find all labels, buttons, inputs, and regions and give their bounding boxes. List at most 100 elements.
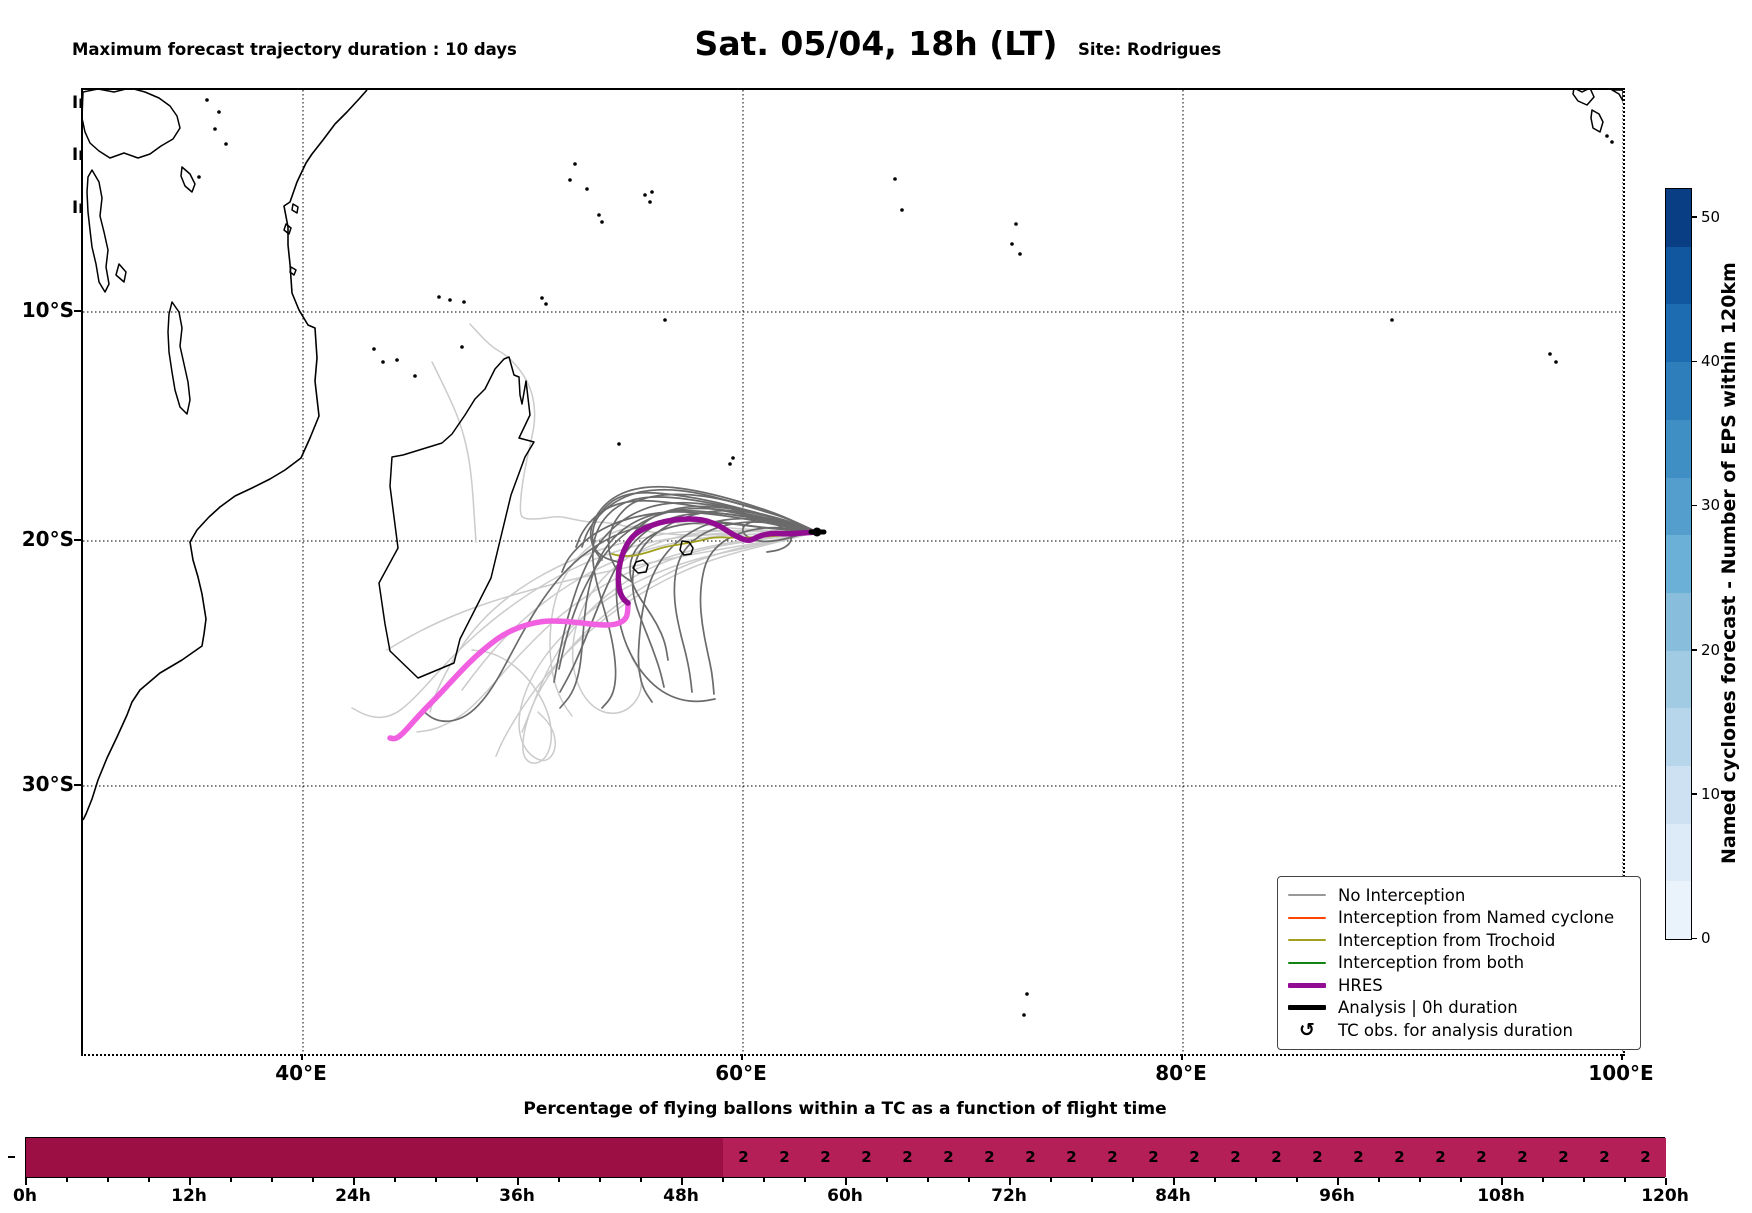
hour-minor-tick	[1214, 1178, 1216, 1182]
bar-bin-value: 2	[1476, 1148, 1487, 1166]
colorbar-tick	[1691, 504, 1697, 507]
colorbar-tick	[1691, 360, 1697, 363]
legend-line-icon	[1288, 982, 1326, 988]
legend-label: Interception from Trochoid	[1338, 930, 1556, 950]
bar-bin-value: 2	[1025, 1148, 1036, 1166]
bar-bin-value: 2	[779, 1148, 790, 1166]
lon-tick	[1621, 1054, 1623, 1060]
hour-minor-tick	[394, 1178, 396, 1182]
colorbar-tick-label: 0	[1701, 929, 1711, 947]
hour-minor-tick	[1378, 1178, 1380, 1182]
hres-tail-track	[387, 600, 631, 742]
hour-minor-tick	[640, 1178, 642, 1182]
map-canvas	[83, 90, 1623, 1054]
legend-item-1: Interception from Named cyclone	[1288, 907, 1630, 930]
hour-label-108h: 108h	[1477, 1186, 1525, 1206]
bar-y-tick	[8, 1156, 15, 1158]
colorbar-tick	[1691, 216, 1697, 218]
bar-bin-value: 2	[738, 1148, 749, 1166]
legend-item-2: Interception from Trochoid	[1288, 929, 1630, 952]
page-title: Sat. 05/04, 18h (LT)	[694, 24, 1058, 63]
max-duration-text: Maximum forecast trajectory duration : 1…	[72, 40, 517, 59]
hour-minor-tick	[1091, 1178, 1093, 1182]
hour-major-tick	[1173, 1178, 1175, 1185]
hour-minor-tick	[927, 1178, 929, 1182]
hour-minor-tick	[599, 1178, 601, 1182]
bar-bin-value: 2	[1271, 1148, 1282, 1166]
tc-obs-rotation-icon: ↺	[1299, 1019, 1315, 1042]
hour-minor-tick	[435, 1178, 437, 1182]
legend-item-4: HRES	[1288, 974, 1630, 997]
hour-minor-tick	[1624, 1178, 1626, 1182]
colorbar-segment	[1666, 477, 1691, 536]
bar-segment-0h-51h	[26, 1138, 723, 1177]
hour-minor-tick	[271, 1178, 273, 1182]
hour-minor-tick	[1050, 1178, 1052, 1182]
hour-major-tick	[1009, 1178, 1011, 1185]
hour-label-12h: 12h	[171, 1186, 207, 1206]
hour-minor-tick	[763, 1178, 765, 1182]
colorbar-tick	[1691, 649, 1697, 651]
hour-label-84h: 84h	[1155, 1186, 1191, 1206]
hour-minor-tick	[1255, 1178, 1257, 1182]
hour-major-tick	[25, 1178, 27, 1185]
hour-minor-tick	[1419, 1178, 1421, 1182]
hour-label-96h: 96h	[1319, 1186, 1355, 1206]
colorbar-segment	[1666, 765, 1691, 824]
hour-major-tick	[1501, 1178, 1503, 1185]
hour-minor-tick	[1132, 1178, 1134, 1182]
lon-label-60-E: 60°E	[715, 1061, 767, 1085]
hour-minor-tick	[886, 1178, 888, 1182]
hour-major-tick	[681, 1178, 683, 1185]
legend-line-icon	[1288, 939, 1326, 942]
legend-label: Interception from Named cyclone	[1338, 908, 1615, 928]
colorbar-segment	[1666, 246, 1691, 305]
legend-label: Interception from both	[1338, 953, 1525, 973]
lat-tick	[74, 310, 81, 312]
bar-bin-value: 2	[1517, 1148, 1528, 1166]
colorbar-segment	[1666, 535, 1691, 593]
hour-minor-tick	[558, 1178, 560, 1182]
hour-minor-tick	[968, 1178, 970, 1182]
legend-item-6: ↺ TC obs. for analysis duration	[1288, 1019, 1630, 1042]
colorbar-tick-label: 50	[1701, 207, 1721, 226]
colorbar-segment	[1666, 304, 1691, 363]
legend-line-icon	[1288, 894, 1326, 897]
bar-bin-value: 2	[1107, 1148, 1118, 1166]
colorbar-segment	[1666, 650, 1691, 709]
bar-bin-value: 2	[943, 1148, 954, 1166]
site-text: Site: Rodrigues	[1078, 40, 1222, 59]
hour-minor-tick	[722, 1178, 724, 1182]
legend-item-3: Interception from both	[1288, 952, 1630, 975]
hour-minor-tick	[1296, 1178, 1298, 1182]
hour-minor-tick	[66, 1178, 68, 1182]
bar-bin-value: 2	[1230, 1148, 1241, 1166]
hour-major-tick	[517, 1178, 519, 1185]
hour-major-tick	[1337, 1178, 1339, 1185]
bar-bin-value: 2	[1353, 1148, 1364, 1166]
bar-bin-value: 2	[820, 1148, 831, 1166]
legend-line-icon	[1288, 1005, 1326, 1011]
lon-tick	[741, 1054, 743, 1060]
legend-label: HRES	[1338, 975, 1383, 995]
colorbar-tick-label: 30	[1701, 496, 1721, 515]
hour-label-120h: 120h	[1641, 1186, 1689, 1206]
lon-label-80-E: 80°E	[1155, 1061, 1207, 1085]
bar-bin-value: 2	[1640, 1148, 1651, 1166]
legend-item-5: Analysis | 0h duration	[1288, 997, 1630, 1020]
hour-minor-tick	[1583, 1178, 1585, 1182]
hour-minor-tick	[107, 1178, 109, 1182]
lat-label-20-S: 20°S	[21, 527, 74, 551]
bar-bin-value: 2	[1558, 1148, 1569, 1166]
legend-item-0: No Interception	[1288, 884, 1630, 907]
bar-bin-value: 2	[1394, 1148, 1405, 1166]
hour-label-24h: 24h	[335, 1186, 371, 1206]
colorbar-segment	[1666, 823, 1691, 882]
lat-label-30-S: 30°S	[21, 772, 74, 796]
colorbar-title: Named cyclones forecast - Number of EPS …	[1718, 262, 1740, 864]
bar-bin-value: 2	[1435, 1148, 1446, 1166]
colorbar-segment	[1666, 189, 1691, 247]
colorbar-segment	[1666, 419, 1691, 478]
bar-bin-value: 2	[1189, 1148, 1200, 1166]
